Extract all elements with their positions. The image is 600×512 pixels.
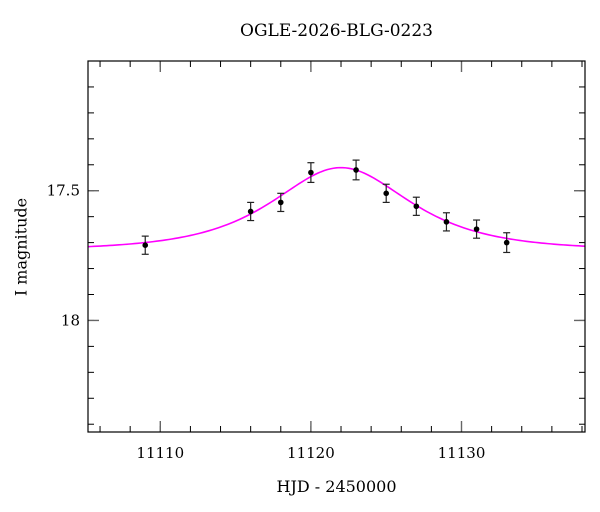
x-tick-label: 11110 [136,444,184,462]
model-light-curve [87,166,586,248]
data-point [443,219,450,225]
data-point [473,226,480,232]
x-tick-label: 11130 [438,444,486,462]
y-tick-label: 17.5 [47,182,80,200]
x-axis-label: HJD - 2450000 [276,477,397,496]
x-tick-label: 11120 [287,444,335,462]
data-point [413,203,420,210]
y-tick-label: 18 [61,311,80,329]
plot-title: OGLE-2026-BLG-0223 [240,21,433,41]
data-point [503,239,510,246]
data-point [383,190,390,197]
data-point [353,167,359,173]
plot-frame [87,60,586,433]
data-point [277,199,284,206]
data-point [247,208,254,215]
data-point [142,242,149,249]
data-point [308,169,314,176]
